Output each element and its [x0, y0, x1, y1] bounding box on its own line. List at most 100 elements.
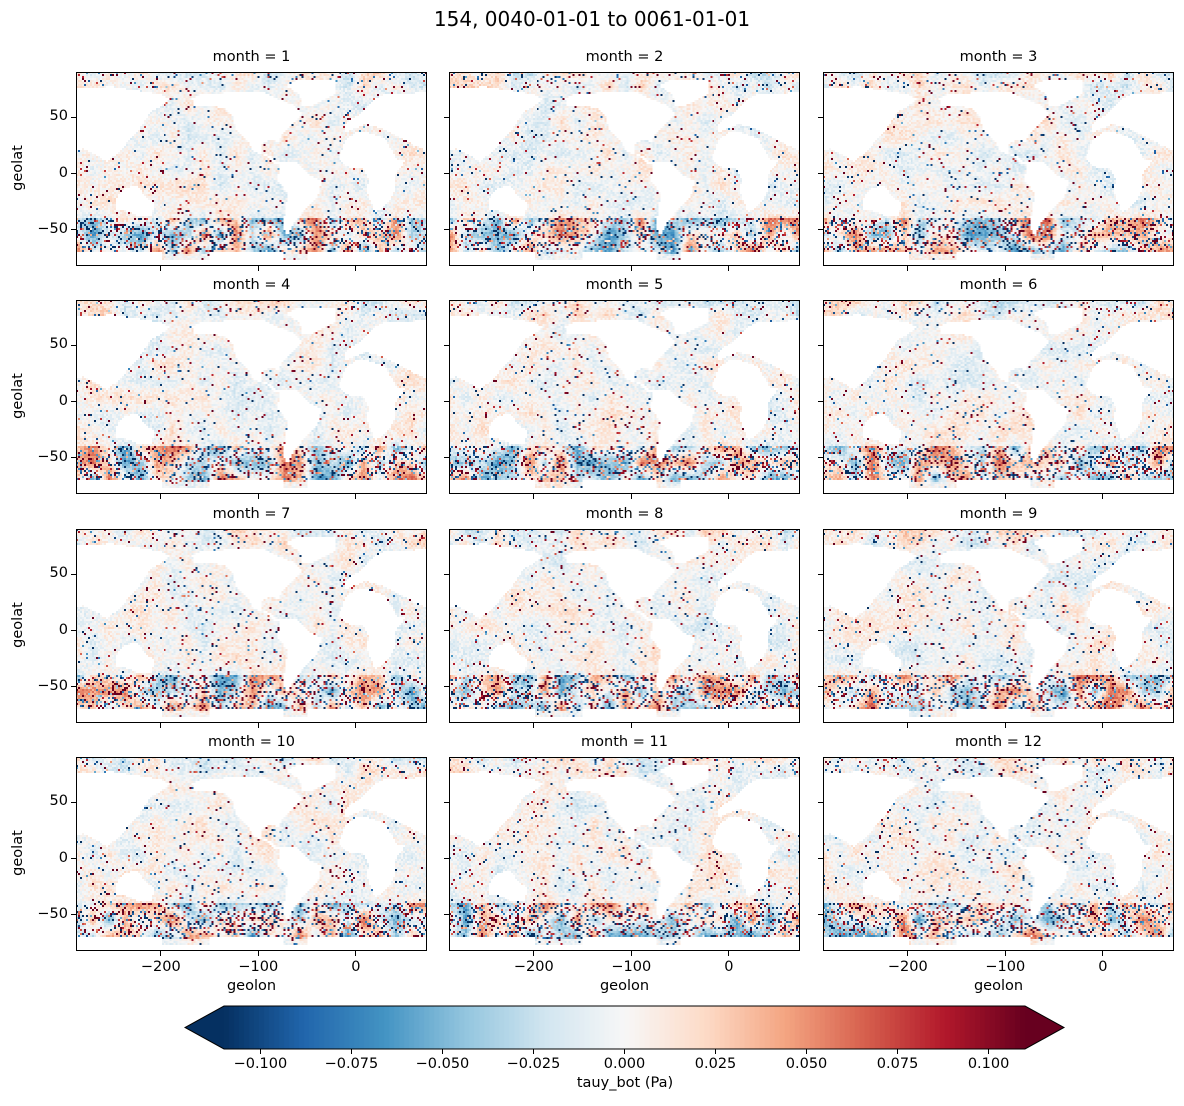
colorbar-segment [454, 1006, 460, 1049]
panel-title: month = 11 [581, 734, 668, 750]
colorbar-segment [259, 1006, 265, 1049]
colorbar-segment [634, 1006, 641, 1049]
colorbar-segment [414, 1006, 420, 1049]
colorbar-segment [909, 1006, 916, 1049]
colorbar-segment [449, 1006, 455, 1049]
colorbar-segment [299, 1006, 305, 1049]
colorbar-segment [344, 1006, 350, 1049]
map-panel-5: month = 5 [444, 277, 800, 499]
y-tick [71, 173, 76, 174]
x-tick [728, 494, 730, 499]
colorbar-segment [974, 1006, 981, 1049]
x-tick-label: 0 [351, 959, 361, 975]
colorbar-segment [884, 1006, 891, 1049]
y-tick [71, 401, 76, 402]
map-panel-12: month = 12 −200 −100 0 geolon [818, 734, 1174, 994]
x-tick [630, 494, 632, 499]
colorbar-segment [469, 1006, 475, 1049]
colorbar-segment [224, 1006, 230, 1049]
map-panel-8: month = 8 [444, 506, 800, 728]
heatmap-field [823, 529, 1174, 723]
colorbar-segment [359, 1006, 365, 1049]
x-tick [257, 951, 259, 956]
x-tick [1102, 723, 1104, 728]
colorbar-segment [924, 1006, 931, 1049]
y-tick-label: 50 [49, 565, 68, 582]
y-tick [444, 401, 449, 402]
y-tick-label: 0 [58, 164, 68, 181]
colorbar-segment [534, 1006, 540, 1049]
colorbar-segment [804, 1006, 811, 1049]
y-tick [71, 686, 76, 688]
x-tick [257, 723, 259, 728]
colorbar-outline [184, 1005, 1066, 1050]
y-tick-label: 0 [58, 621, 68, 638]
x-tick-label: 0 [1098, 959, 1108, 975]
colorbar-segment [554, 1006, 561, 1049]
colorbar-segment [789, 1006, 796, 1049]
y-tick [71, 344, 76, 346]
y-tick [818, 401, 823, 402]
heatmap-field [449, 300, 800, 494]
colorbar-segment [869, 1006, 876, 1049]
axes-frame [449, 300, 800, 494]
colorbar-segment [679, 1006, 686, 1049]
x-tick [355, 266, 357, 271]
colorbar-tick [441, 1049, 443, 1054]
colorbar-segment [704, 1006, 711, 1049]
colorbar [184, 1005, 1066, 1050]
colorbar-extend-min [185, 1006, 224, 1049]
map-panel-10: month = 10 −200 −100 0 50 0 −50 geolat geolon [10, 734, 427, 994]
heatmap-field [449, 72, 800, 266]
colorbar-segment [564, 1006, 571, 1049]
colorbar-segment [529, 1006, 535, 1049]
colorbar-segment [444, 1006, 450, 1049]
colorbar-segment [479, 1006, 485, 1049]
x-tick-label: −200 [513, 959, 554, 975]
panel-title: month = 8 [585, 506, 664, 522]
x-axis-label: geolon [226, 978, 277, 994]
colorbar-segment [594, 1006, 601, 1049]
colorbar-segment [794, 1006, 801, 1049]
colorbar-segment [859, 1006, 866, 1049]
colorbar-segment [684, 1006, 691, 1049]
y-tick-label: −50 [37, 448, 68, 465]
y-tick [444, 573, 449, 575]
colorbar-segment [829, 1006, 836, 1049]
colorbar-segment [844, 1006, 851, 1049]
axes-frame [823, 300, 1174, 494]
y-tick-label: −50 [37, 905, 68, 922]
panel-title: month = 12 [955, 734, 1042, 750]
map-panel-1: month = 1 50 0 −50 geolat [10, 49, 427, 271]
colorbar-segment [744, 1006, 751, 1049]
colorbar-segment [549, 1006, 556, 1049]
colorbar-segment [709, 1006, 716, 1049]
colorbar-segment [1004, 1006, 1011, 1049]
colorbar-tick-label: 0.050 [785, 1056, 828, 1072]
x-tick [355, 494, 357, 499]
x-tick [533, 723, 535, 728]
colorbar-segment [759, 1006, 766, 1049]
colorbar-segment [354, 1006, 360, 1049]
panel-title: month = 3 [959, 49, 1038, 65]
colorbar-segment [989, 1006, 996, 1049]
colorbar-segment [734, 1006, 741, 1049]
y-tick [71, 116, 76, 118]
colorbar-segment [464, 1006, 470, 1049]
colorbar-segment [879, 1006, 886, 1049]
axes-frame [76, 72, 427, 266]
colorbar-segment [319, 1006, 325, 1049]
colorbar-tick-label: −0.075 [324, 1056, 379, 1072]
panel-title: month = 1 [212, 49, 291, 65]
colorbar-segment [754, 1006, 761, 1049]
colorbar-segment [489, 1006, 495, 1049]
y-tick [444, 116, 449, 118]
colorbar-segment [559, 1006, 566, 1049]
colorbar-segment [539, 1006, 545, 1049]
colorbar-segment [899, 1006, 906, 1049]
colorbar-segment [669, 1006, 676, 1049]
colorbar-segment [699, 1006, 706, 1049]
colorbar-segment [854, 1006, 861, 1049]
colorbar-segment [294, 1006, 300, 1049]
x-tick [907, 494, 909, 499]
